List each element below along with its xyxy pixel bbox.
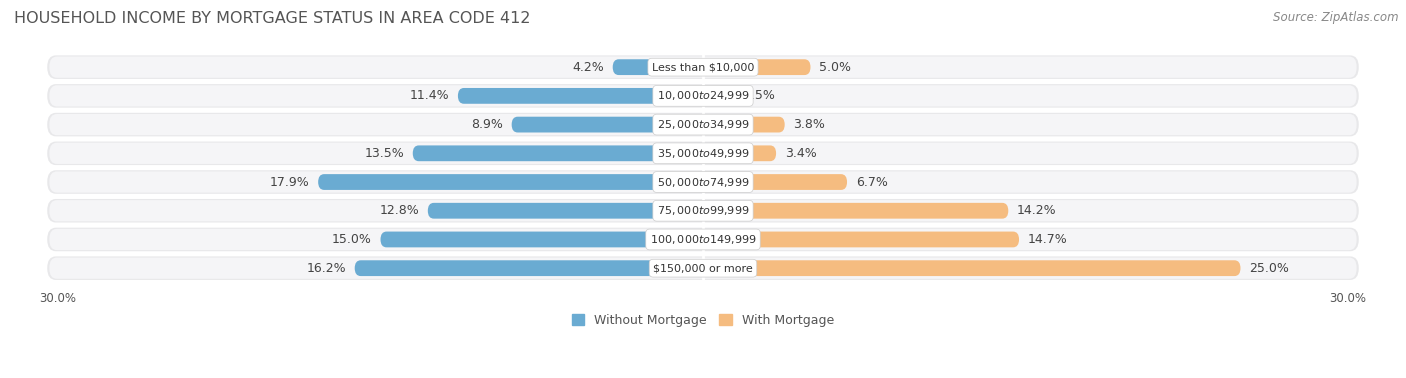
Text: 14.2%: 14.2% [1017, 204, 1056, 217]
FancyBboxPatch shape [49, 200, 1357, 222]
Text: 4.2%: 4.2% [572, 60, 605, 74]
FancyBboxPatch shape [49, 257, 1357, 279]
FancyBboxPatch shape [49, 143, 1357, 164]
FancyBboxPatch shape [703, 88, 735, 104]
FancyBboxPatch shape [703, 174, 846, 190]
Text: Source: ZipAtlas.com: Source: ZipAtlas.com [1274, 11, 1399, 24]
Text: 1.5%: 1.5% [744, 89, 776, 102]
FancyBboxPatch shape [48, 256, 1358, 280]
FancyBboxPatch shape [703, 59, 810, 75]
Text: 12.8%: 12.8% [380, 204, 419, 217]
Text: $50,000 to $74,999: $50,000 to $74,999 [657, 175, 749, 189]
Text: 16.2%: 16.2% [307, 262, 346, 275]
FancyBboxPatch shape [381, 232, 703, 247]
Text: $10,000 to $24,999: $10,000 to $24,999 [657, 89, 749, 102]
FancyBboxPatch shape [703, 260, 1240, 276]
Text: 17.9%: 17.9% [270, 175, 309, 189]
Text: 3.4%: 3.4% [785, 147, 817, 160]
FancyBboxPatch shape [613, 59, 703, 75]
Text: 8.9%: 8.9% [471, 118, 503, 131]
Text: $25,000 to $34,999: $25,000 to $34,999 [657, 118, 749, 131]
FancyBboxPatch shape [354, 260, 703, 276]
Text: 14.7%: 14.7% [1028, 233, 1067, 246]
FancyBboxPatch shape [48, 141, 1358, 165]
Text: $75,000 to $99,999: $75,000 to $99,999 [657, 204, 749, 217]
Legend: Without Mortgage, With Mortgage: Without Mortgage, With Mortgage [572, 314, 834, 327]
FancyBboxPatch shape [48, 199, 1358, 223]
FancyBboxPatch shape [703, 146, 776, 161]
FancyBboxPatch shape [427, 203, 703, 218]
FancyBboxPatch shape [703, 232, 1019, 247]
FancyBboxPatch shape [48, 228, 1358, 251]
Text: 6.7%: 6.7% [856, 175, 887, 189]
FancyBboxPatch shape [49, 229, 1357, 250]
Text: 15.0%: 15.0% [332, 233, 373, 246]
Text: 5.0%: 5.0% [820, 60, 851, 74]
FancyBboxPatch shape [512, 117, 703, 133]
FancyBboxPatch shape [48, 56, 1358, 79]
Text: $150,000 or more: $150,000 or more [654, 263, 752, 273]
FancyBboxPatch shape [458, 88, 703, 104]
FancyBboxPatch shape [49, 85, 1357, 107]
FancyBboxPatch shape [703, 203, 1008, 218]
FancyBboxPatch shape [413, 146, 703, 161]
Text: $35,000 to $49,999: $35,000 to $49,999 [657, 147, 749, 160]
Text: HOUSEHOLD INCOME BY MORTGAGE STATUS IN AREA CODE 412: HOUSEHOLD INCOME BY MORTGAGE STATUS IN A… [14, 11, 530, 26]
FancyBboxPatch shape [703, 117, 785, 133]
Text: 13.5%: 13.5% [364, 147, 404, 160]
FancyBboxPatch shape [318, 174, 703, 190]
Text: $100,000 to $149,999: $100,000 to $149,999 [650, 233, 756, 246]
Text: 3.8%: 3.8% [793, 118, 825, 131]
FancyBboxPatch shape [49, 171, 1357, 193]
FancyBboxPatch shape [48, 113, 1358, 136]
FancyBboxPatch shape [49, 114, 1357, 135]
Text: 25.0%: 25.0% [1249, 262, 1289, 275]
FancyBboxPatch shape [48, 84, 1358, 108]
Text: Less than $10,000: Less than $10,000 [652, 62, 754, 72]
FancyBboxPatch shape [49, 57, 1357, 78]
Text: 11.4%: 11.4% [409, 89, 450, 102]
FancyBboxPatch shape [48, 170, 1358, 194]
